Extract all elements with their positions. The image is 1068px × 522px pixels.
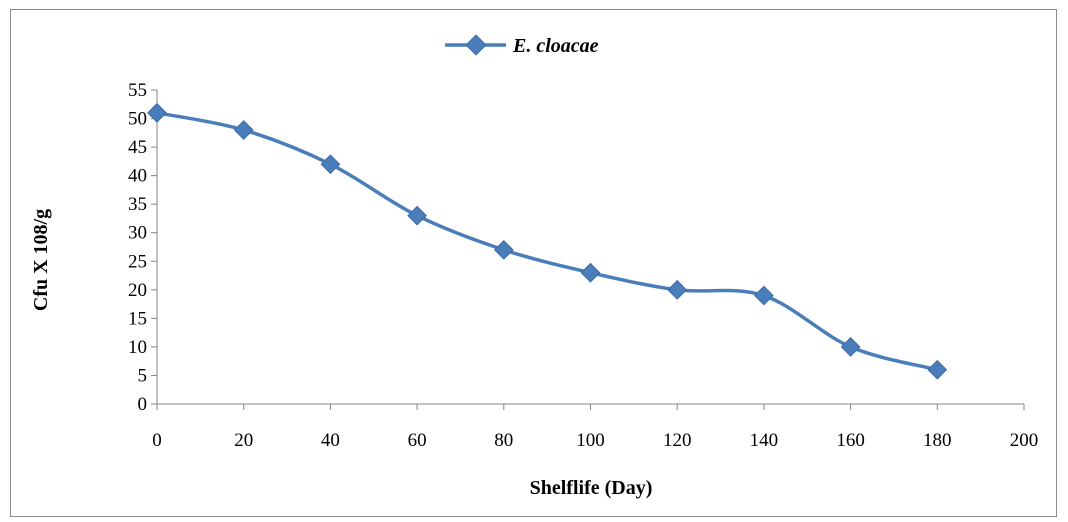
legend-marker-swatch	[465, 34, 487, 56]
y-tick-label: 5	[138, 365, 148, 386]
y-axis-ticks: 0 5 10 15 20 25 30 35 40 45 50 55	[128, 80, 157, 415]
x-axis-title: Shelflife (Day)	[530, 477, 653, 499]
y-tick-label: 35	[128, 194, 147, 215]
y-tick-label: 20	[128, 280, 147, 301]
data-point-marker	[233, 120, 254, 140]
x-tick-label: 40	[321, 430, 340, 451]
chart-frame	[10, 9, 1057, 517]
series-markers	[147, 102, 948, 380]
x-tick-label: 160	[836, 430, 865, 451]
x-tick-label: 140	[750, 430, 779, 451]
y-tick-label: 30	[128, 223, 147, 244]
data-point-marker	[493, 239, 514, 260]
data-point-marker	[667, 279, 688, 300]
data-point-marker	[407, 205, 427, 226]
legend: E. cloacae	[445, 34, 599, 57]
x-tick-label: 60	[408, 430, 427, 451]
x-tick-label: 200	[1010, 430, 1039, 451]
y-axis-title: Cfu X 108/g	[30, 209, 52, 311]
y-tick-label: 0	[138, 394, 148, 415]
x-tick-label: 20	[234, 430, 253, 451]
axes	[156, 90, 1024, 405]
y-tick-label: 40	[128, 166, 147, 187]
y-tick-label: 55	[128, 80, 147, 101]
data-point-marker	[840, 337, 861, 357]
series-line-e-cloacae	[156, 111, 938, 372]
y-tick-label: 25	[128, 251, 147, 272]
x-axis-ticks: 0 20 40 60 80 100 120 140 160 180 200	[152, 404, 1038, 451]
y-tick-label: 45	[128, 137, 147, 158]
x-tick-label: 0	[152, 430, 162, 451]
y-tick-label: 15	[128, 308, 147, 329]
data-point-marker	[320, 154, 341, 175]
data-point-marker	[580, 262, 601, 283]
x-tick-label: 120	[663, 430, 692, 451]
y-tick-label: 10	[128, 337, 147, 358]
y-tick-label: 50	[128, 109, 147, 130]
data-point-marker	[147, 102, 167, 123]
data-point-marker	[927, 359, 948, 380]
legend-label: E. cloacae	[512, 35, 599, 57]
x-tick-label: 80	[494, 430, 513, 451]
x-tick-label: 100	[576, 430, 605, 451]
x-tick-label: 180	[923, 430, 952, 451]
data-point-marker	[754, 285, 774, 306]
